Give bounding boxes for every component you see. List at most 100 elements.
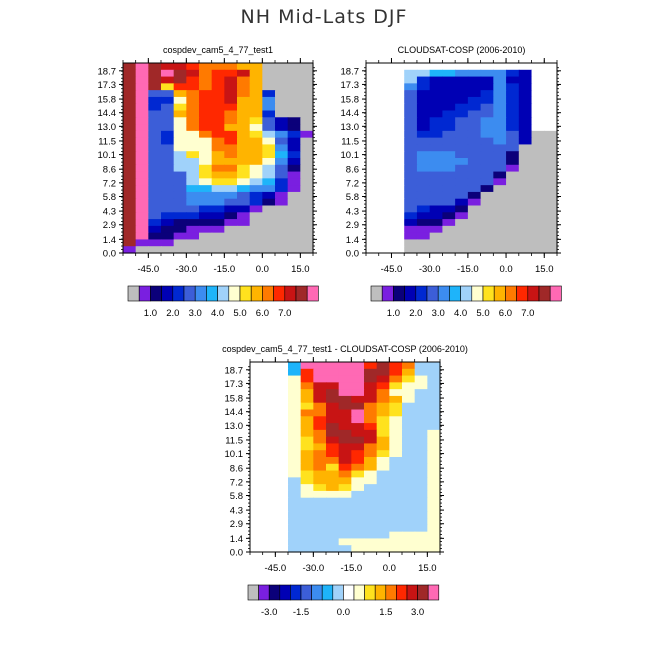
heatmap-cell bbox=[275, 395, 289, 404]
heatmap-cell bbox=[351, 382, 365, 390]
heatmap-cell bbox=[480, 171, 494, 179]
heatmap-cell bbox=[429, 130, 443, 139]
heatmap-cell bbox=[237, 164, 251, 173]
heatmap-cell bbox=[544, 158, 558, 166]
heatmap-cell bbox=[480, 191, 494, 200]
heatmap-cell bbox=[518, 171, 533, 179]
heatmap-cell bbox=[275, 212, 289, 220]
heatmap-cell bbox=[275, 103, 289, 112]
heatmap-cell bbox=[288, 511, 302, 519]
heatmap-cell bbox=[531, 144, 545, 152]
heatmap-cell bbox=[326, 477, 340, 485]
heatmap-cell bbox=[544, 137, 558, 146]
heatmap-cell bbox=[275, 457, 289, 465]
colorbar-left-box bbox=[295, 285, 308, 302]
heatmap-cell bbox=[288, 538, 302, 546]
heatmap-cell bbox=[506, 158, 520, 166]
heatmap-cell bbox=[224, 130, 238, 139]
heatmap-cell bbox=[275, 219, 289, 227]
heatmap-cell bbox=[186, 239, 200, 247]
heatmap-cell bbox=[249, 212, 263, 220]
heatmap-cell bbox=[123, 171, 137, 179]
heatmap-cell bbox=[199, 225, 213, 234]
heatmap-cell bbox=[262, 443, 276, 451]
heatmap-cell bbox=[288, 463, 302, 472]
heatmap-cell bbox=[148, 130, 162, 139]
heatmap-cell bbox=[480, 178, 494, 186]
heatmap-cell bbox=[416, 198, 431, 207]
heatmap-cell bbox=[300, 389, 314, 397]
heatmap-cell bbox=[250, 362, 264, 370]
heatmap-cell bbox=[364, 457, 378, 465]
heatmap-cell bbox=[427, 524, 441, 533]
heatmap-cell bbox=[544, 178, 558, 186]
heatmap-cell bbox=[211, 246, 225, 254]
heatmap-cell bbox=[161, 124, 175, 132]
y-tick-label: 8.6 bbox=[103, 165, 116, 176]
heatmap-cell bbox=[262, 484, 276, 492]
heatmap-cell bbox=[313, 497, 327, 506]
heatmap-cell bbox=[427, 429, 441, 438]
heatmap-cell bbox=[161, 137, 175, 146]
heatmap-cell bbox=[135, 191, 149, 200]
heatmap-cell bbox=[250, 538, 264, 546]
heatmap-cell bbox=[224, 117, 238, 125]
heatmap-cell bbox=[161, 63, 175, 71]
heatmap-cell bbox=[531, 158, 545, 166]
heatmap-cell bbox=[338, 463, 352, 472]
colorbar-right-label: 3.0 bbox=[432, 308, 445, 319]
heatmap-cell bbox=[135, 158, 149, 166]
heatmap-cell bbox=[416, 171, 431, 179]
heatmap-cell bbox=[467, 178, 482, 186]
heatmap-cell bbox=[262, 531, 276, 540]
heatmap-cell bbox=[480, 103, 494, 112]
heatmap-cell bbox=[199, 185, 213, 193]
heatmap-cell bbox=[186, 225, 200, 234]
heatmap-cell bbox=[250, 463, 264, 472]
heatmap-cell bbox=[389, 375, 403, 383]
heatmap-cell bbox=[224, 198, 238, 207]
heatmap-cell bbox=[300, 137, 314, 146]
heatmap-cell bbox=[493, 171, 507, 179]
heatmap-cell bbox=[364, 436, 378, 445]
heatmap-cell bbox=[199, 151, 213, 159]
heatmap-cell bbox=[186, 246, 200, 254]
heatmap-cell bbox=[135, 103, 149, 112]
heatmap-cell bbox=[275, 144, 289, 152]
heatmap-cell bbox=[135, 63, 149, 71]
heatmap-cell bbox=[173, 117, 187, 125]
heatmap-cell bbox=[211, 96, 225, 105]
heatmap-cell bbox=[287, 83, 301, 91]
heatmap-cell bbox=[148, 212, 162, 220]
heatmap-cell bbox=[404, 117, 418, 125]
heatmap-cell bbox=[262, 490, 276, 499]
heatmap-cell bbox=[161, 76, 175, 84]
heatmap-cell bbox=[427, 436, 441, 445]
heatmap-cell bbox=[402, 443, 416, 451]
plot-frame-1 bbox=[365, 62, 558, 254]
heatmap-cell bbox=[148, 185, 162, 193]
heatmap-cell bbox=[427, 389, 441, 397]
heatmap-cell bbox=[224, 246, 238, 254]
heatmap-cell bbox=[518, 225, 533, 234]
heatmap-cell bbox=[211, 103, 225, 112]
heatmap-cell bbox=[493, 117, 507, 125]
colorbar-left-label: 6.0 bbox=[256, 308, 269, 319]
heatmap-cell bbox=[376, 395, 390, 404]
heatmap-cell bbox=[351, 362, 365, 370]
heatmap-cell bbox=[414, 362, 428, 370]
heatmap-cell bbox=[148, 164, 162, 173]
heatmap-cell bbox=[262, 395, 276, 404]
heatmap-cell bbox=[262, 83, 276, 91]
heatmap-cell bbox=[518, 232, 533, 241]
heatmap-cell bbox=[249, 83, 263, 91]
colorbar-right-box bbox=[426, 285, 439, 302]
heatmap-cell bbox=[480, 130, 494, 139]
heatmap-cell bbox=[135, 69, 149, 78]
heatmap-cell bbox=[416, 110, 431, 118]
heatmap-cell bbox=[148, 246, 162, 254]
heatmap-cell bbox=[123, 124, 137, 132]
heatmap-cell bbox=[364, 504, 378, 512]
heatmap-cell bbox=[364, 416, 378, 424]
heatmap-cell bbox=[338, 518, 352, 526]
